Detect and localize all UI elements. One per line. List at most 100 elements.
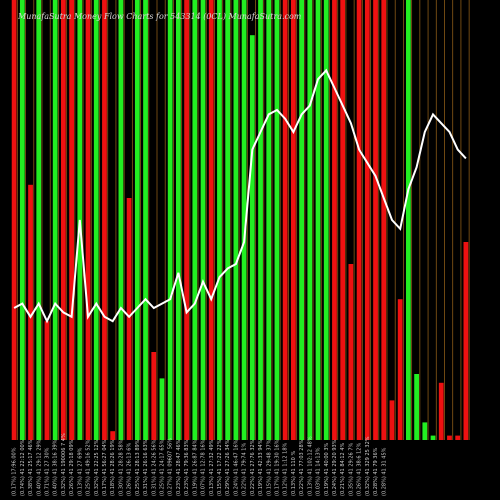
x-tick-label: (0.19%) 41 42:33 94% bbox=[258, 439, 264, 496]
volume-bar bbox=[102, 0, 107, 440]
volume-bar bbox=[61, 0, 66, 440]
x-tick-label: (0.24%) 41 46:47 16% bbox=[233, 439, 239, 496]
volume-bar bbox=[438, 382, 444, 440]
x-tick-label: (0.12%) 41 1:12 18% bbox=[283, 442, 289, 496]
volume-bar bbox=[225, 0, 231, 440]
volume-bar bbox=[36, 0, 42, 440]
x-tick-label: (0.31%) 41 24:26 56% bbox=[151, 439, 157, 496]
volume-bar bbox=[430, 435, 436, 440]
x-tick-label: (0.17%) 41 19:30 16% bbox=[274, 439, 280, 496]
volume-bar bbox=[422, 422, 428, 440]
volume-bar bbox=[323, 0, 329, 440]
x-tick-label: (0.21%) 41 84:12 4% bbox=[340, 442, 346, 496]
volume-bar bbox=[364, 0, 370, 440]
volume-bar bbox=[200, 0, 206, 440]
volume-bar bbox=[19, 0, 25, 440]
x-tick-label: (0.35%) 41 29:26 7% bbox=[348, 442, 354, 496]
x-tick-label: (0.71%) 41 27 30% bbox=[44, 447, 50, 496]
volume-bar bbox=[258, 0, 263, 440]
x-tick-label: (0.13%) 41 27 69% bbox=[77, 447, 83, 496]
x-tick-label: (0.03%) 41 14:13% bbox=[316, 447, 322, 496]
x-tick-label: (0.22%) 41 79:74 1% bbox=[242, 442, 248, 496]
x-tick-label: (0.13%) 41 110 % bbox=[291, 451, 297, 496]
volume-bar bbox=[414, 374, 419, 440]
volume-bar bbox=[85, 0, 91, 440]
volume-bar bbox=[455, 435, 461, 440]
volume-bar bbox=[11, 0, 17, 440]
x-tick-label: (0.13%) 41 27:32 49% bbox=[209, 439, 215, 496]
x-tick-label: (0.22%) 41 77:03 28% bbox=[299, 439, 305, 496]
x-tick-label: (0.25%) 41 24:17 65% bbox=[159, 439, 165, 496]
volume-bar bbox=[373, 0, 378, 440]
volume-bar bbox=[332, 0, 337, 440]
volume-bar bbox=[274, 0, 280, 440]
volume-bar bbox=[299, 0, 304, 440]
x-tick-label: (0.25%) 41 28:13 89% bbox=[135, 439, 141, 496]
volume-bar bbox=[282, 0, 288, 440]
x-tick-label: (0.13%) 41 102:12 48% bbox=[307, 436, 313, 496]
volume-bar bbox=[151, 352, 157, 440]
x-tick-label: (0.07%) 41 12:78 16% bbox=[201, 439, 207, 496]
volume-bar bbox=[134, 0, 140, 440]
x-tick-label: (0.26%) 41 26:13 6% bbox=[127, 442, 133, 496]
x-tick-label: (0.15%) 41 17:22 22% bbox=[217, 439, 223, 496]
volume-bar bbox=[52, 0, 58, 440]
volume-bar bbox=[217, 0, 222, 440]
volume-bar bbox=[110, 431, 116, 440]
x-tick-label: (0.24%) 41 29:20 93% bbox=[332, 439, 338, 496]
volume-bar bbox=[93, 0, 99, 440]
x-tick-label: (0.17%) 17:96.00% bbox=[12, 447, 18, 496]
x-tick-label: (0.19%) 41 40:00 3% bbox=[324, 442, 330, 496]
x-tick-label: (0.27%) 41 09607 56% bbox=[168, 438, 174, 496]
volume-bar bbox=[315, 0, 321, 440]
volume-bar bbox=[126, 198, 132, 440]
x-tick-label: (0.32%) 41 22:25 12% bbox=[94, 439, 100, 496]
x-tick-label: (0.31%) 41 26:16 63% bbox=[143, 439, 149, 496]
x-tick-label: (0.30%) 41 28:28 58% bbox=[118, 439, 124, 496]
volume-bar bbox=[28, 184, 33, 440]
x-tick-label: (0.18%) 41 28:26 19% bbox=[110, 439, 116, 496]
volume-bar bbox=[447, 435, 452, 440]
x-tick-label: (0.26%) 41 38:6 12% bbox=[357, 442, 363, 496]
chart-title: MunafaSutra Money Flow Charts for 543314… bbox=[18, 12, 302, 21]
x-tick-label: (0.23%) 41 79:36 83% bbox=[184, 439, 190, 496]
x-tick-label: (0.28%) 41 79 36% bbox=[373, 447, 379, 496]
x-tick-label: (0.17%) 41 56:27 04% bbox=[102, 439, 108, 496]
volume-bar bbox=[118, 0, 124, 440]
x-tick-label: (0.40%) 41 29:12 29% bbox=[36, 439, 42, 496]
volume-bar bbox=[266, 0, 272, 440]
x-tick-label: (0.32%) 41 329 25 32% bbox=[365, 436, 371, 496]
volume-bar bbox=[463, 242, 469, 440]
volume-bar bbox=[307, 0, 313, 440]
volume-bar bbox=[44, 321, 50, 440]
x-tick-label: (0.25%) 41 49:16 52% bbox=[86, 439, 92, 496]
x-tick-label: (0.28%) 41 31 45% bbox=[381, 447, 387, 496]
volume-bar bbox=[184, 0, 189, 440]
volume-bar bbox=[249, 35, 255, 440]
x-tick-label: (0.32%) 41 190006 7 4% bbox=[61, 433, 67, 496]
volume-bar bbox=[291, 0, 296, 440]
volume-bar bbox=[389, 400, 395, 440]
x-tick-label: (0.38%) 41 25:17 46% bbox=[28, 439, 34, 496]
volume-bar bbox=[143, 0, 148, 440]
volume-bar bbox=[241, 0, 247, 440]
volume-bar bbox=[381, 0, 387, 440]
x-tick-label: (0.26%) 41 29:18 09% bbox=[69, 439, 75, 496]
volume-bar bbox=[356, 0, 362, 440]
volume-bar bbox=[167, 0, 173, 440]
volume-bar bbox=[340, 0, 346, 440]
x-tick-label: (0.15%) 41 29:48 37% bbox=[266, 439, 272, 496]
x-tick-label: (0.29%) 41 27:26 34% bbox=[225, 439, 231, 496]
volume-bar bbox=[176, 0, 181, 440]
volume-bar bbox=[159, 378, 165, 440]
x-tick-label: (0.22%) 41 27:76 32% bbox=[250, 439, 256, 496]
x-tick-label: (0.19%) 41 26:87 84% bbox=[192, 439, 198, 496]
x-tick-label: (0.40%) 41 38:16 39% bbox=[53, 439, 59, 496]
x-tick-label: (0.74%) 41 22:12 00% bbox=[20, 439, 26, 496]
volume-bar bbox=[233, 0, 239, 440]
volume-bar bbox=[406, 0, 411, 440]
volume-bar bbox=[192, 0, 198, 440]
volume-bar bbox=[208, 0, 214, 440]
